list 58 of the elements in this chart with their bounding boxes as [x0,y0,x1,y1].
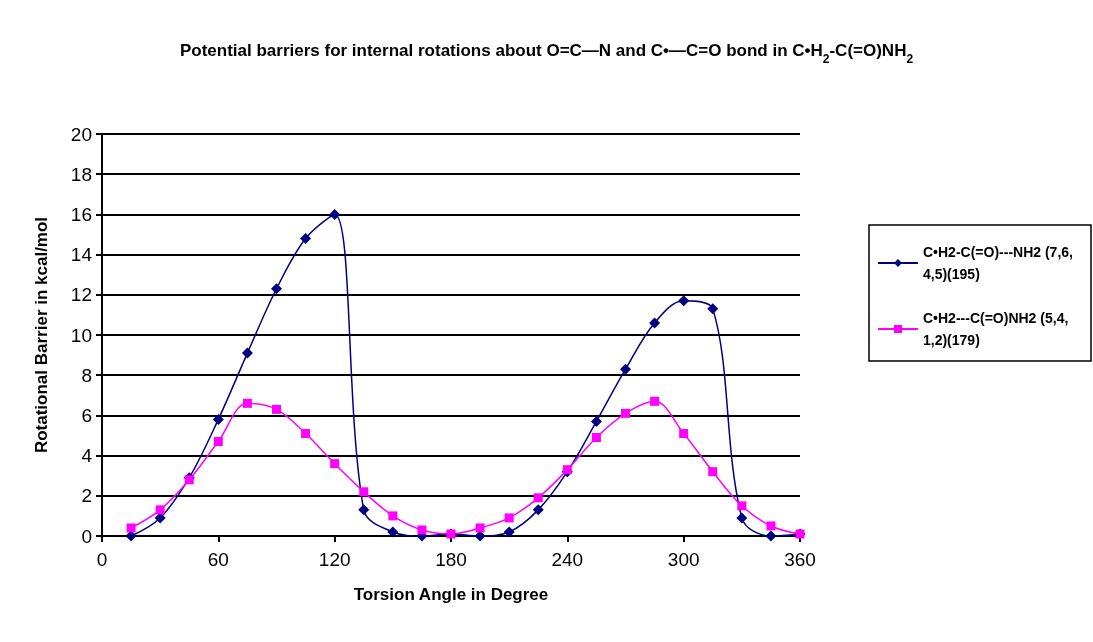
point [388,511,398,521]
point [503,526,515,538]
point [358,504,370,516]
point [533,493,543,503]
point [650,396,660,406]
y-tick-label: 4 [81,445,93,467]
point [417,525,427,535]
x-axis-title: Torsion Angle in Degree [353,585,549,604]
y-tick-label: 14 [70,244,93,266]
point [387,526,399,538]
y-axis-title: Rotational Barrier in kcal/mol [32,216,51,454]
y-tick-label: 8 [81,364,92,386]
y-tick-label: 18 [70,163,92,185]
y-tick-label: 2 [81,485,92,507]
point [736,512,748,524]
point [155,505,165,515]
point [271,283,282,295]
point [359,487,369,497]
x-tick-label: 300 [667,549,700,570]
point [504,513,514,523]
point [591,433,601,443]
point [126,523,136,533]
point [765,530,777,542]
legend-label: C•H2---C(=O)NH2 (5,4,1,2)(179) [923,310,1069,348]
point [678,295,690,307]
point [621,408,630,418]
point [590,415,602,427]
point [329,208,341,220]
point [707,303,719,315]
x-tick-label: 60 [207,549,229,570]
point [212,413,224,425]
legend-label: C•H2-C(=O)---NH2 (7,6,4,5)(195) [923,244,1073,282]
x-tick-label: 120 [318,549,351,570]
point [766,521,776,531]
y-tick-label: 12 [70,284,92,306]
point [708,467,718,477]
point [242,398,252,408]
point [679,428,689,438]
point [301,428,311,438]
point [330,459,340,469]
y-tick-label: 10 [70,324,92,346]
point [475,523,485,533]
y-tick-label: 16 [70,203,92,225]
x-tick-label: 240 [551,549,584,570]
point [532,504,544,516]
x-tick-label: 0 [96,549,108,570]
x-tick-label: 360 [784,549,816,570]
point [272,404,281,414]
y-tick-label: 20 [70,123,92,145]
point [620,363,631,375]
point [213,437,223,447]
y-tick-label: 0 [81,525,92,547]
y-tick-label: 6 [81,404,92,426]
point [737,501,747,511]
point [300,233,312,245]
x-tick-label: 180 [435,549,467,570]
point [241,347,253,359]
point [649,317,661,329]
